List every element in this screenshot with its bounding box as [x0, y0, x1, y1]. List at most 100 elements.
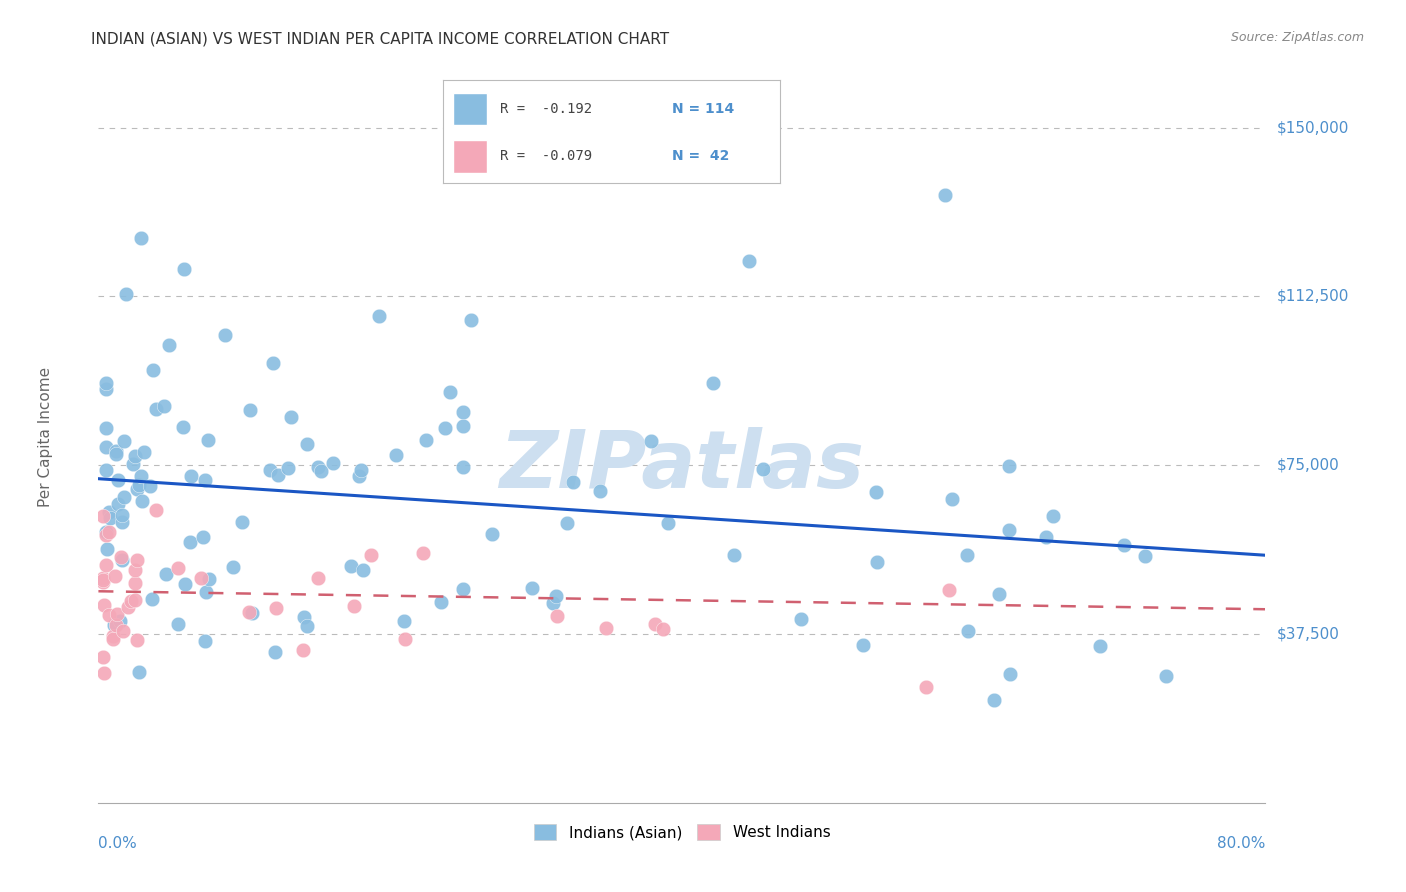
Point [367, 309, 389, 323]
Point [956, 548, 979, 562]
Point [430, 595, 453, 609]
Point [94, 527, 117, 541]
Point [998, 523, 1021, 537]
Point [866, 556, 889, 570]
Point [180, 469, 202, 483]
Point [97, 607, 120, 622]
Point [104, 569, 127, 583]
Point [105, 447, 128, 461]
Point [439, 384, 461, 399]
Point [915, 681, 938, 695]
Point [956, 624, 979, 639]
Point [104, 443, 127, 458]
Point [107, 473, 129, 487]
Point [541, 596, 564, 610]
Point [460, 313, 482, 327]
Point [125, 553, 148, 567]
Point [100, 511, 122, 525]
Point [415, 433, 437, 447]
Point [231, 515, 253, 529]
Point [1000, 667, 1022, 681]
Point [595, 621, 617, 635]
Point [155, 567, 177, 582]
Point [309, 465, 332, 479]
Point [167, 561, 190, 575]
Point [352, 563, 374, 577]
Point [110, 550, 132, 565]
Point [91, 650, 114, 665]
Point [94, 421, 117, 435]
Point [561, 475, 583, 490]
Point [264, 645, 287, 659]
Point [267, 467, 290, 482]
Point [115, 287, 138, 301]
Point [347, 469, 370, 483]
Legend: Indians (Asian), West Indians: Indians (Asian), West Indians [527, 818, 837, 847]
Text: Per Capita Income: Per Capita Income [38, 367, 53, 508]
Point [120, 593, 142, 607]
Point [111, 508, 134, 522]
Point [239, 403, 262, 417]
Point [738, 253, 761, 268]
Point [111, 553, 134, 567]
Point [198, 572, 221, 586]
Point [238, 605, 260, 619]
Point [172, 420, 194, 434]
Point [131, 494, 153, 508]
Point [385, 448, 408, 462]
Point [110, 614, 132, 628]
Point [122, 457, 145, 471]
Point [96, 541, 118, 556]
Point [214, 328, 236, 343]
Point [342, 599, 364, 613]
Point [652, 622, 675, 636]
Text: ZIPatlas: ZIPatlas [499, 427, 865, 506]
Text: N =  42: N = 42 [672, 149, 730, 163]
Point [412, 546, 434, 560]
Point [142, 363, 165, 377]
Point [134, 445, 156, 459]
Point [546, 589, 568, 603]
Point [91, 571, 114, 585]
Text: Source: ZipAtlas.com: Source: ZipAtlas.com [1230, 31, 1364, 45]
Point [91, 509, 114, 524]
Point [307, 459, 329, 474]
Point [139, 479, 162, 493]
Point [94, 524, 117, 539]
Point [350, 463, 373, 477]
FancyBboxPatch shape [453, 93, 486, 126]
Point [197, 434, 219, 448]
Point [1042, 509, 1064, 524]
Text: $37,500: $37,500 [1277, 626, 1340, 641]
Text: $75,000: $75,000 [1277, 458, 1340, 473]
Point [752, 462, 775, 476]
Point [222, 560, 245, 574]
Point [112, 434, 135, 448]
Point [644, 617, 666, 632]
Point [103, 632, 125, 646]
Point [360, 548, 382, 562]
Point [190, 571, 212, 585]
Point [451, 582, 474, 596]
Point [481, 527, 503, 541]
Text: R =  -0.079: R = -0.079 [501, 149, 592, 163]
Point [129, 469, 152, 483]
Point [983, 692, 1005, 706]
Text: 0.0%: 0.0% [98, 836, 138, 851]
Point [94, 382, 117, 396]
Point [790, 612, 813, 626]
Point [280, 409, 302, 424]
Text: 80.0%: 80.0% [1218, 836, 1265, 851]
Point [141, 591, 163, 606]
Point [128, 477, 150, 491]
Point [546, 609, 568, 624]
Point [292, 643, 315, 657]
Text: N = 114: N = 114 [672, 102, 734, 116]
Point [93, 665, 115, 680]
Point [94, 463, 117, 477]
Point [322, 456, 344, 470]
Point [292, 610, 315, 624]
Point [117, 599, 139, 614]
Point [96, 376, 118, 391]
Point [194, 633, 217, 648]
